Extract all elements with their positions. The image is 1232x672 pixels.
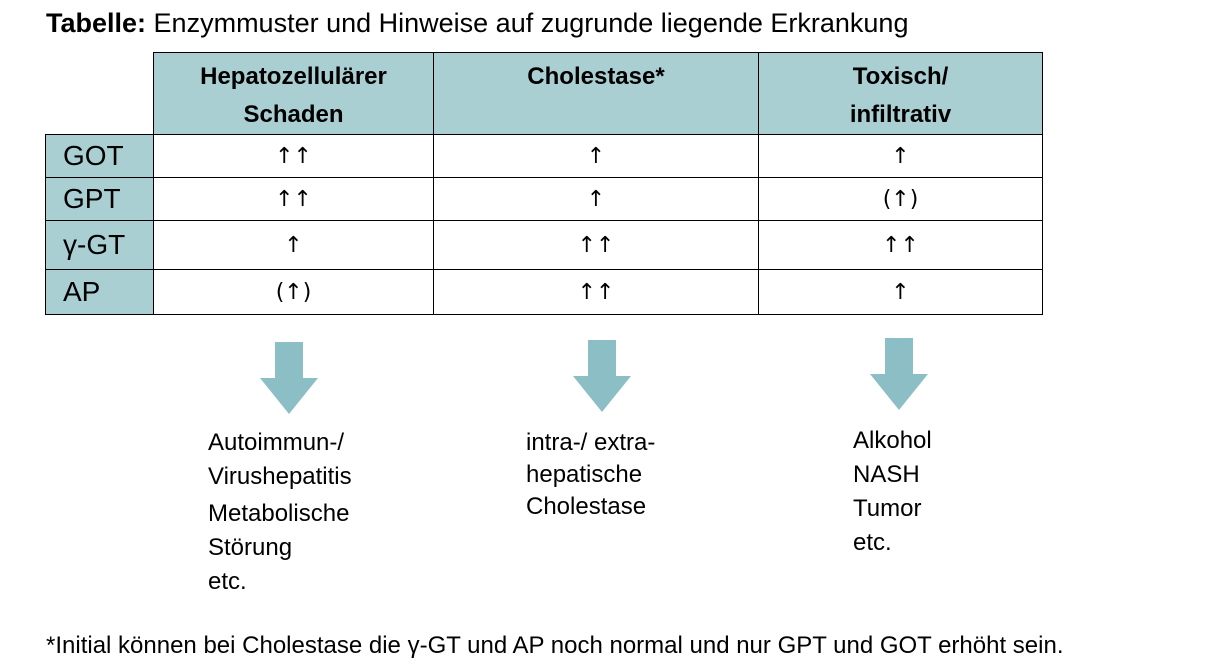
- table-cell: ↑↑: [433, 220, 759, 270]
- cause-line: Cholestase: [526, 493, 647, 520]
- causes-cholestasis: intra-/ extra- hepatische Cholestase: [526, 427, 655, 523]
- enzyme-pattern-table: Hepatozellulärer Schaden Cholestase* Tox…: [45, 52, 1043, 315]
- column-header-line1: Cholestase*: [527, 63, 665, 90]
- table-header-row: Hepatozellulärer Schaden Cholestase* Tox…: [45, 52, 1043, 135]
- cause-line: Störung: [208, 534, 293, 561]
- row-label: GOT: [45, 134, 154, 178]
- causes-toxic-infiltrative: Alkohol NASH Tumor etc.: [853, 424, 932, 560]
- column-header-line1: Hepatozellulärer: [200, 63, 387, 90]
- title-prefix: Tabelle:: [46, 8, 147, 38]
- column-header-hepatocellular: Hepatozellulärer Schaden: [153, 52, 434, 135]
- cause-line: Alkohol: [853, 427, 932, 454]
- row-label: GPT: [45, 177, 154, 221]
- column-header-toxic-infiltrative: Toxisch/ infiltrativ: [758, 52, 1043, 135]
- page-title: Tabelle: Enzymmuster und Hinweise auf zu…: [46, 8, 908, 39]
- table-cell: ↑: [433, 177, 759, 221]
- cause-line: Metabolische: [208, 500, 350, 527]
- table-row-ggt: γ-GT ↑ ↑↑ ↑↑: [45, 220, 1043, 270]
- table-cell: ↑↑: [758, 220, 1043, 270]
- table-cell: ↑↑: [153, 134, 434, 178]
- causes-hepatocellular: Autoimmun-/ Virushepatitis Metabolische …: [208, 426, 352, 599]
- cause-line: Virushepatitis: [208, 463, 352, 490]
- table-row-got: GOT ↑↑ ↑ ↑: [45, 134, 1043, 178]
- row-label: AP: [45, 269, 154, 315]
- table-cell: ↑: [433, 134, 759, 178]
- table-cell: ↑↑: [153, 177, 434, 221]
- table-cell: (↑): [153, 269, 434, 315]
- cause-line: etc.: [853, 529, 892, 556]
- table-cell: ↑: [758, 269, 1043, 315]
- table-row-ap: AP (↑) ↑↑ ↑: [45, 269, 1043, 315]
- column-header-cholestasis: Cholestase*: [433, 52, 759, 135]
- cause-line: etc.: [208, 568, 247, 595]
- table-corner-cell: [45, 52, 154, 135]
- column-header-line2: infiltrativ: [849, 101, 952, 128]
- table-cell: ↑↑: [433, 269, 759, 315]
- column-header-line2: Schaden: [243, 101, 344, 128]
- down-arrow-icon: [573, 340, 631, 412]
- down-arrow-icon: [260, 342, 318, 414]
- cause-line: Tumor: [853, 495, 922, 522]
- footnote: *Initial können bei Cholestase die γ-GT …: [46, 632, 1064, 659]
- table-cell: ↑: [758, 134, 1043, 178]
- cause-line: hepatische: [526, 461, 643, 488]
- cause-line: intra-/ extra-: [526, 429, 656, 456]
- down-arrow-icon: [870, 338, 928, 410]
- table-cell: ↑: [153, 220, 434, 270]
- cause-line: NASH: [853, 461, 920, 488]
- column-header-line1: Toxisch/: [852, 63, 949, 90]
- title-text: Enzymmuster und Hinweise auf zugrunde li…: [153, 8, 909, 38]
- cause-line: Autoimmun-/: [208, 429, 345, 456]
- table-cell: (↑): [758, 177, 1043, 221]
- table-row-gpt: GPT ↑↑ ↑ (↑): [45, 177, 1043, 221]
- row-label: γ-GT: [45, 220, 154, 270]
